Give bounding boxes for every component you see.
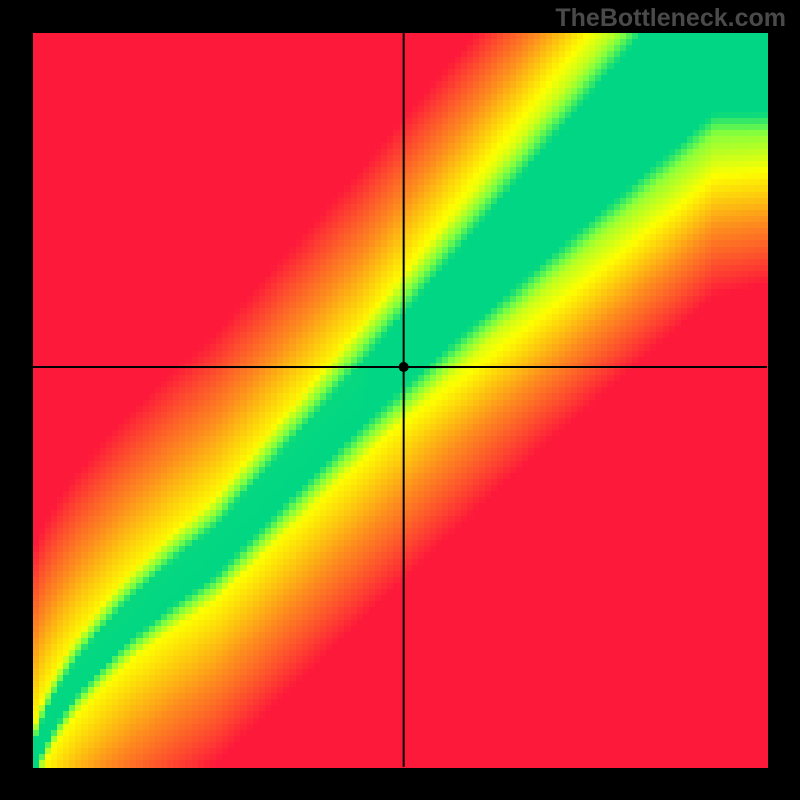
bottleneck-heatmap [0, 0, 800, 800]
watermark-text: TheBottleneck.com [555, 4, 786, 33]
